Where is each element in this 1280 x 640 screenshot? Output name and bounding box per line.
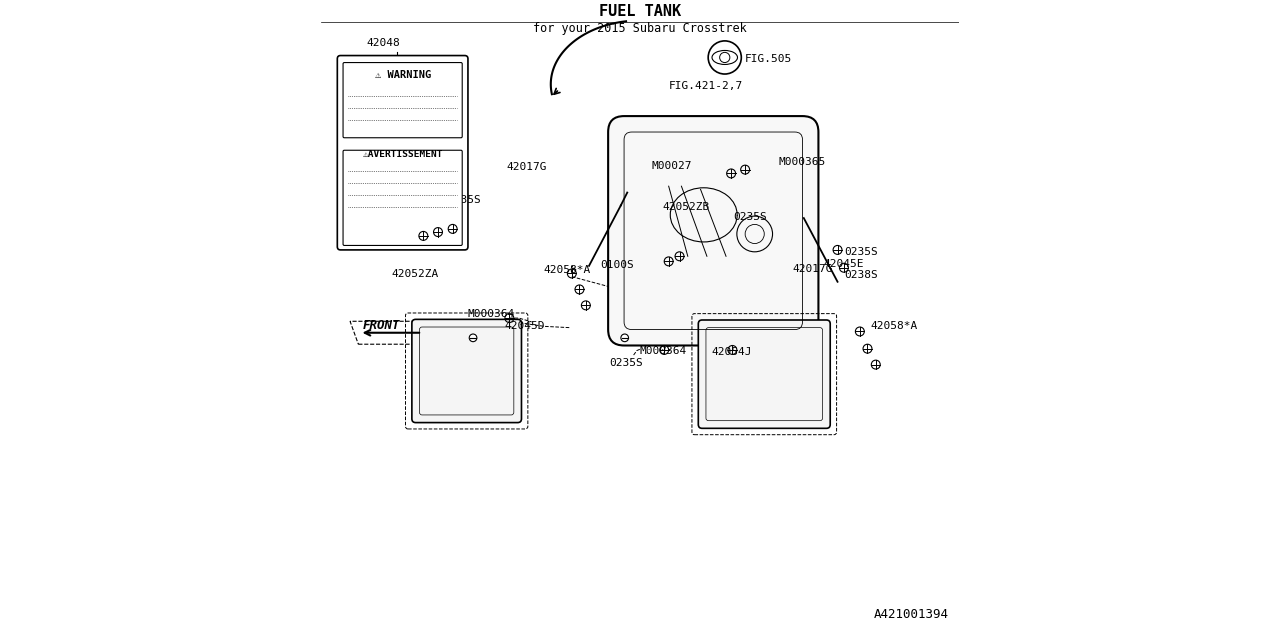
Text: 0235S: 0235S (609, 358, 643, 369)
Text: M00027: M00027 (388, 229, 429, 239)
Text: M000364: M000364 (640, 346, 687, 356)
Text: 42058*A: 42058*A (870, 321, 918, 332)
Text: M00027: M00027 (652, 161, 692, 171)
Text: 42045D: 42045D (504, 321, 545, 332)
Text: M000365: M000365 (780, 157, 826, 167)
Text: 0100S: 0100S (600, 260, 635, 269)
FancyBboxPatch shape (412, 319, 521, 422)
Text: ⚠ WARNING: ⚠ WARNING (375, 70, 431, 80)
Text: M000364: M000364 (468, 308, 515, 319)
Text: 42017G: 42017G (792, 264, 833, 274)
Text: M000365: M000365 (403, 220, 451, 229)
Text: FIG.421-2,7: FIG.421-2,7 (668, 81, 742, 90)
Circle shape (621, 334, 628, 342)
Text: 42054J: 42054J (712, 347, 751, 357)
Text: 42048: 42048 (366, 38, 401, 49)
Text: 42045E: 42045E (823, 259, 864, 269)
Text: for your 2015 Subaru Crosstrek: for your 2015 Subaru Crosstrek (534, 22, 746, 35)
FancyBboxPatch shape (343, 63, 462, 138)
Text: 0235S: 0235S (733, 212, 768, 222)
Text: FUEL TANK: FUEL TANK (599, 4, 681, 19)
Text: 42058*A: 42058*A (543, 266, 590, 275)
FancyBboxPatch shape (338, 56, 468, 250)
Text: 0238S: 0238S (844, 270, 878, 280)
Circle shape (470, 334, 477, 342)
FancyBboxPatch shape (343, 150, 462, 246)
Text: FIG.505: FIG.505 (745, 54, 792, 64)
Text: 42052ZB: 42052ZB (662, 202, 709, 212)
Text: 42052ZA: 42052ZA (392, 269, 439, 279)
Text: ⚠AVERTISSEMENT: ⚠AVERTISSEMENT (362, 150, 443, 159)
Text: 42017G: 42017G (506, 162, 547, 172)
FancyBboxPatch shape (699, 320, 831, 428)
Text: FRONT: FRONT (364, 319, 401, 332)
Text: A421001394: A421001394 (874, 608, 948, 621)
Text: 0235S: 0235S (844, 248, 878, 257)
Text: 0235S: 0235S (448, 195, 481, 205)
FancyBboxPatch shape (608, 116, 818, 346)
